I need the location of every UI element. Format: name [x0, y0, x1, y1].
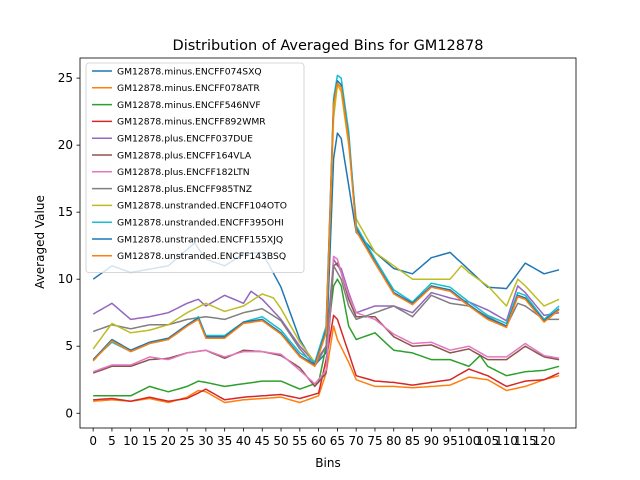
x-tick-label: 25 [179, 434, 194, 448]
y-tick-label: 0 [65, 406, 73, 420]
x-tick-label: 95 [442, 434, 457, 448]
series-lines [92, 74, 560, 404]
x-tick-label: 55 [292, 434, 307, 448]
legend-entry-label: GM12878.plus.ENCFF164VLA [117, 150, 252, 161]
x-tick-label: 30 [198, 434, 213, 448]
legend-entry-label: GM12878.unstranded.ENCFF155XJQ [117, 234, 283, 245]
x-tick-label: 105 [476, 434, 499, 448]
x-tick-label: 100 [457, 434, 480, 448]
legend-entry-label: GM12878.unstranded.ENCFF104OTO [117, 201, 287, 212]
x-tick-label: 65 [330, 434, 345, 448]
x-tick-label: 110 [495, 434, 518, 448]
series-line-6 [92, 262, 560, 388]
legend-entry-label: GM12878.unstranded.ENCFF395OHI [117, 218, 284, 229]
x-tick-label: 35 [217, 434, 232, 448]
x-tick-label: 5 [108, 434, 116, 448]
y-axis-label: Averaged Value [33, 195, 47, 289]
x-tick-label: 80 [386, 434, 401, 448]
x-tick-label: 70 [349, 434, 364, 448]
x-tick-label: 115 [514, 434, 537, 448]
x-tick-label: 60 [311, 434, 326, 448]
series-line-7 [92, 255, 560, 385]
x-tick-label: 85 [405, 434, 420, 448]
x-tick-label: 90 [424, 434, 439, 448]
legend-entry-label: GM12878.minus.ENCFF074SXQ [117, 66, 262, 77]
y-tick-label: 5 [65, 339, 73, 353]
axes: 0 5 10 15 20 25 30 35 40 45 50 55 60 65 70 75 80 85 90 95 10… [58, 57, 577, 448]
legend-entry-label: GM12878.plus.ENCFF037DUE [117, 134, 253, 145]
x-axis-label: Bins [315, 456, 340, 470]
x-tick-label: 20 [161, 434, 176, 448]
legend-entry-label: GM12878.plus.ENCFF985TNZ [117, 184, 252, 195]
plot-frame [79, 57, 577, 429]
x-tick-label: 15 [142, 434, 157, 448]
series-line-12 [92, 82, 560, 368]
legend-entry-label: GM12878.plus.ENCFF182LTN [117, 167, 250, 178]
chart-title: Distribution of Averaged Bins for GM1287… [173, 38, 484, 54]
legend-entry-label: GM12878.minus.ENCFF546NVF [117, 100, 261, 111]
y-tick-label: 20 [58, 138, 73, 152]
legend-entry-label: GM12878.unstranded.ENCFF143BSQ [117, 251, 286, 262]
x-tick-label: 45 [255, 434, 270, 448]
legend-entry-label: GM12878.minus.ENCFF078ATR [117, 83, 260, 94]
legend-entry-label: GM12878.minus.ENCFF892WMR [117, 117, 266, 128]
x-tick-label: 40 [236, 434, 251, 448]
y-tick-label: 15 [58, 205, 73, 219]
x-tick-label: 10 [123, 434, 138, 448]
x-tick-label: 50 [273, 434, 288, 448]
x-tick-label: 75 [367, 434, 382, 448]
x-tick-label: 0 [89, 434, 97, 448]
legend: GM12878.minus.ENCFF074SXQ GM12878.minus.E… [85, 62, 305, 274]
y-tick-label: 10 [58, 272, 73, 286]
legend-box [85, 62, 305, 274]
y-tick-label: 25 [58, 71, 73, 85]
x-tick-label: 120 [533, 434, 556, 448]
